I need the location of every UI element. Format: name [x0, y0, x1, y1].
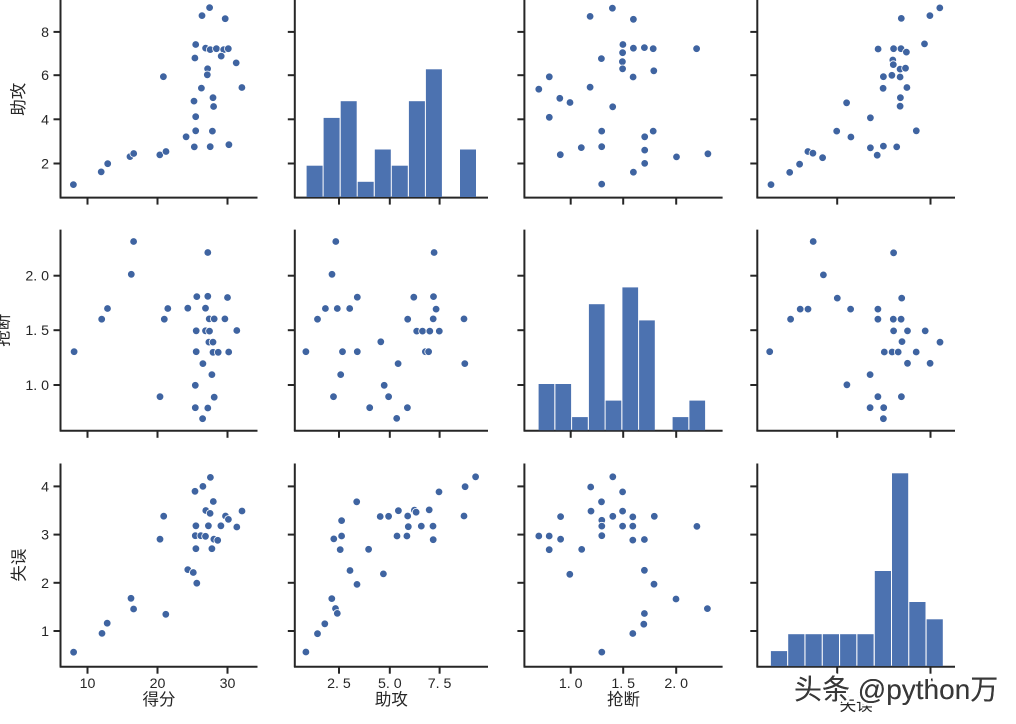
svg-text:3: 3: [41, 528, 49, 544]
svg-text:失误: 失误: [10, 549, 29, 582]
svg-text:助攻: 助攻: [9, 83, 28, 116]
svg-text:2. 0: 2. 0: [25, 269, 49, 285]
svg-text:头条 @python万: 头条 @python万: [794, 674, 998, 705]
svg-text:5. 0: 5. 0: [378, 676, 402, 692]
svg-text:1. 0: 1. 0: [25, 378, 49, 394]
svg-text:抢断: 抢断: [0, 314, 13, 347]
svg-text:4: 4: [41, 112, 49, 128]
svg-text:10: 10: [80, 676, 96, 692]
svg-text:1: 1: [41, 624, 49, 640]
svg-text:30: 30: [220, 676, 236, 692]
svg-text:7. 5: 7. 5: [428, 676, 452, 692]
svg-text:4: 4: [41, 479, 49, 495]
svg-text:2: 2: [41, 157, 49, 173]
svg-text:失误: 失误: [840, 696, 873, 715]
svg-text:1. 5: 1. 5: [611, 676, 635, 692]
svg-text:8: 8: [41, 25, 49, 41]
svg-text:6: 6: [41, 68, 49, 84]
svg-text:1. 5: 1. 5: [25, 323, 49, 339]
svg-text:4: 4: [927, 676, 935, 692]
svg-text:得分: 得分: [143, 690, 176, 709]
svg-text:20: 20: [150, 676, 166, 692]
svg-text:2: 2: [833, 676, 841, 692]
svg-text:2. 0: 2. 0: [664, 676, 688, 692]
svg-text:助攻: 助攻: [375, 690, 408, 709]
svg-text:头条 @python万: 头条 @python万: [794, 674, 998, 705]
svg-text:2. 5: 2. 5: [327, 676, 351, 692]
svg-text:1. 0: 1. 0: [559, 676, 583, 692]
svg-text:抢断: 抢断: [607, 690, 640, 709]
svg-text:2: 2: [41, 576, 49, 592]
